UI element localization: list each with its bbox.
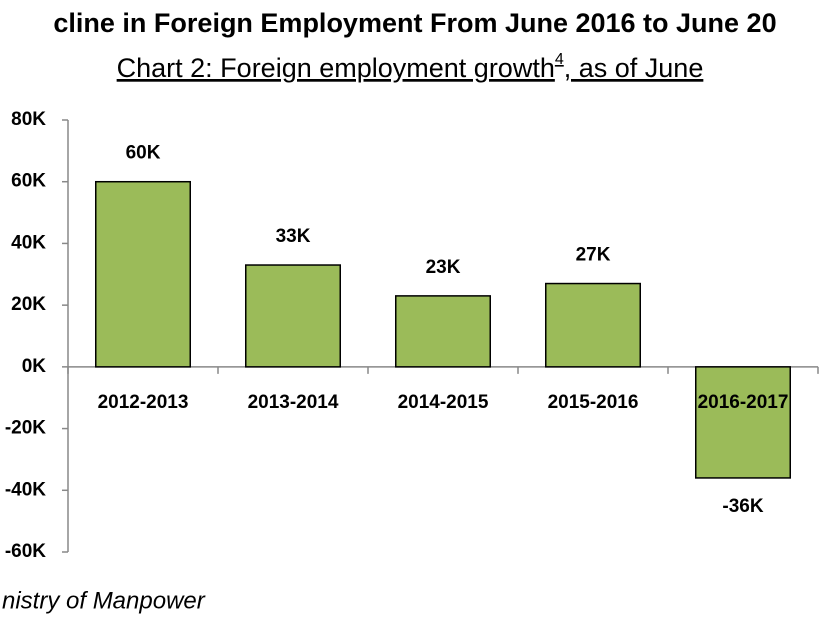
data-label: 27K (576, 245, 611, 266)
bar (545, 282, 641, 368)
data-label: 60K (126, 143, 161, 164)
bar (395, 295, 491, 368)
y-tick-label: 40K (11, 232, 46, 253)
bar (695, 366, 791, 479)
x-tick-label: 2013-2014 (248, 392, 339, 413)
bar (245, 264, 341, 368)
chart-title: cline in Foreign Employment From June 20… (53, 8, 776, 38)
subtitle-text: , as of June (564, 53, 704, 83)
x-tick-label: 2015-2016 (548, 392, 639, 413)
y-tick-label: 60K (11, 171, 46, 192)
x-tick-label: 2014-2015 (398, 392, 489, 413)
x-tick-label: 2012-2013 (98, 392, 189, 413)
footnote-marker: 4 (555, 51, 564, 68)
y-tick-label: 20K (11, 294, 46, 315)
y-tick-label: 80K (11, 109, 46, 130)
chart-subtitle: Chart 2: Foreign employment growth4, as … (117, 51, 704, 83)
x-tick-label: 2016-2017 (698, 392, 789, 413)
bar (95, 180, 191, 368)
source-note: nistry of Manpower (2, 587, 206, 614)
y-tick-label: -60K (5, 541, 46, 562)
subtitle-text: Chart 2: Foreign employment growth (117, 53, 555, 83)
y-tick-label: -20K (5, 418, 46, 439)
data-label: 23K (426, 257, 461, 278)
data-label: 33K (276, 226, 311, 247)
data-label: -36K (722, 496, 763, 517)
y-tick-label: -40K (5, 479, 46, 500)
y-tick-label: 0K (22, 356, 47, 377)
